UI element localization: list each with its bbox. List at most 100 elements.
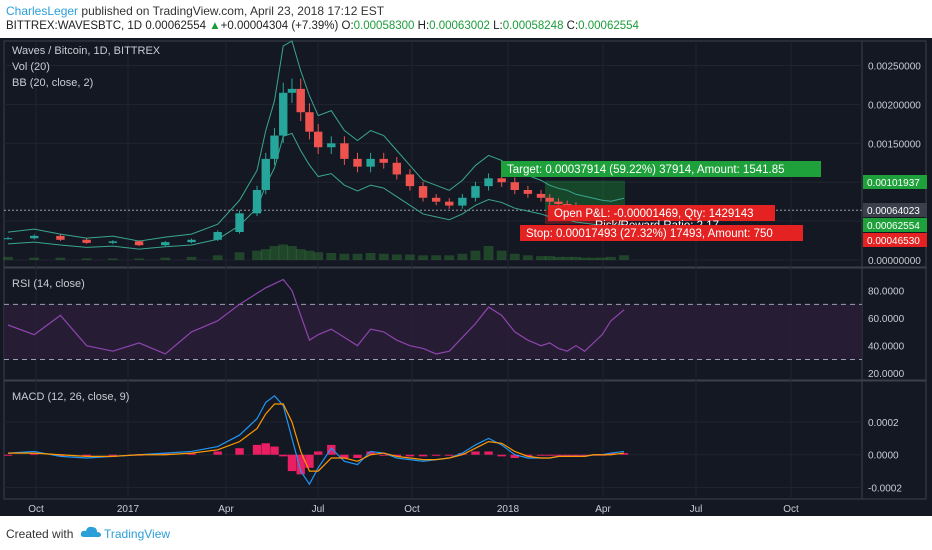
macd-histogram-bar: [497, 454, 506, 457]
candle-body: [134, 241, 144, 246]
macd-histogram-bar: [379, 454, 388, 456]
price-change: +0.00004304 (+7.39%): [220, 20, 339, 32]
svg-text:0.00064023: 0.00064023: [867, 206, 920, 217]
rsi-legend: RSI (14, close): [12, 278, 85, 290]
price-tick-label: 0.00250000: [868, 62, 921, 73]
candle-body: [405, 174, 415, 187]
chart-svg[interactable]: 0.002500000.002000000.001500000.00100000…: [0, 38, 932, 516]
author-link[interactable]: CharlesLeger: [6, 4, 79, 18]
x-tick-label: Oct: [783, 504, 799, 515]
volume-bar: [365, 253, 376, 260]
rsi-series-line: [7, 278, 625, 355]
volume-legend: Vol (20): [12, 61, 50, 73]
volume-bar: [3, 256, 13, 260]
chart-area[interactable]: 0.002500000.002000000.001500000.00100000…: [0, 38, 932, 516]
macd-histogram-bar: [108, 454, 118, 456]
high-label: H:: [417, 20, 430, 32]
volume-bar: [605, 256, 616, 260]
rsi-tick-label: 20.0000: [868, 369, 905, 380]
macd-histogram-bar: [313, 451, 323, 455]
pnl-label[interactable]: Open P&L: -0.00001469, Qty: 1429143: [548, 205, 775, 221]
macd-histogram-bar: [431, 454, 441, 456]
macd-tick-label: 0.0002: [868, 418, 899, 429]
candle-body: [353, 158, 362, 167]
candle-body: [563, 204, 572, 206]
volume-bar: [55, 257, 66, 260]
candle-body: [545, 197, 554, 202]
close-value: 0.00062554: [578, 20, 639, 32]
price-tick-label: 0.00200000: [868, 100, 921, 111]
macd-histogram-bar: [536, 454, 546, 456]
macd-pane-border: [3, 380, 927, 500]
candle-body: [108, 241, 118, 243]
candle-body: [445, 201, 454, 206]
volume-bar: [304, 250, 315, 260]
open-label: O:: [341, 20, 354, 32]
open-value: 0.00058300: [353, 20, 415, 32]
macd-histogram-bar: [213, 451, 222, 455]
publish-header: CharlesLeger published on TradingView.co…: [0, 0, 932, 38]
candle-body: [554, 201, 563, 204]
svg-text:0.00062554: 0.00062554: [867, 221, 920, 232]
candle-body: [270, 135, 279, 159]
low-value: 0.00058248: [502, 20, 564, 32]
change-arrow-icon: ▲: [209, 20, 221, 32]
candle-body: [3, 238, 13, 240]
volume-bar: [579, 257, 590, 260]
macd-histogram-bar: [484, 451, 493, 455]
candle-body: [235, 213, 244, 232]
candle-body: [82, 239, 91, 243]
tradingview-brand[interactable]: TradingView: [104, 527, 171, 541]
candle-body: [187, 239, 196, 243]
rsi-line: [7, 278, 625, 355]
macd-histogram-bar: [545, 454, 554, 456]
volume-bar: [212, 255, 223, 260]
candle-body: [536, 193, 546, 198]
pnl-text: Open P&L: -0.00001469, Qty: 1429143: [554, 208, 753, 220]
candle-body: [296, 88, 305, 113]
badge-target: 0.00101937: [863, 175, 927, 189]
candle-body: [327, 143, 336, 148]
macd-histogram-bar: [30, 453, 39, 455]
close-label: C:: [566, 20, 579, 32]
y-tick-labels: 0.002500000.002000000.001500000.00100000…: [868, 62, 921, 495]
volume-bar: [81, 258, 92, 260]
x-tick-labels: Oct 2017 Apr Jul Oct 2018 Apr Jul Oct: [28, 504, 799, 515]
candle-body: [313, 131, 323, 148]
volume-bar: [588, 257, 599, 260]
macd-histogram-bar: [580, 454, 589, 456]
price-tick-label: 0.00150000: [868, 139, 921, 150]
stop-label[interactable]: Stop: 0.00017493 (27.32%) 17493, Amount:…: [520, 225, 803, 241]
macd-histogram-bar: [327, 444, 336, 455]
macd-histogram-bar: [270, 446, 279, 455]
published-text: published on TradingView.com, April 23, …: [81, 4, 385, 18]
volume-bar: [470, 250, 481, 260]
volume-bar: [234, 252, 245, 260]
macd-histogram-bar: [619, 453, 629, 455]
candle-body: [305, 112, 314, 132]
volume-bar: [496, 250, 507, 260]
x-tick-label: Oct: [404, 504, 420, 515]
svg-text:0.00046530: 0.00046530: [867, 236, 920, 247]
macd-histogram-bar: [471, 451, 480, 455]
candle-body: [261, 158, 270, 190]
volume-bar: [562, 256, 573, 260]
macd-histogram-bar: [235, 448, 244, 455]
macd-histogram-bar: [187, 453, 196, 455]
candle-body: [340, 143, 349, 159]
volume-bar: [186, 256, 197, 260]
macd-histogram-bar: [418, 454, 428, 457]
macd-histogram-bar: [305, 454, 314, 468]
volume-bar: [107, 258, 118, 260]
stop-text: Stop: 0.00017493 (27.32%) 17493, Amount:…: [526, 228, 773, 240]
volume-bar: [619, 255, 629, 260]
volume-bar: [278, 244, 289, 260]
volume-bar: [287, 246, 297, 260]
volume-bar: [418, 255, 428, 260]
target-label[interactable]: Target: 0.00037914 (59.22%) 37914, Amoun…: [501, 161, 821, 177]
candle-body: [56, 235, 65, 240]
last-price: 0.00062554: [145, 20, 207, 32]
publish-line: CharlesLeger published on TradingView.co…: [6, 4, 384, 18]
candle-body: [379, 158, 388, 163]
created-with-text: Created with: [6, 527, 74, 541]
